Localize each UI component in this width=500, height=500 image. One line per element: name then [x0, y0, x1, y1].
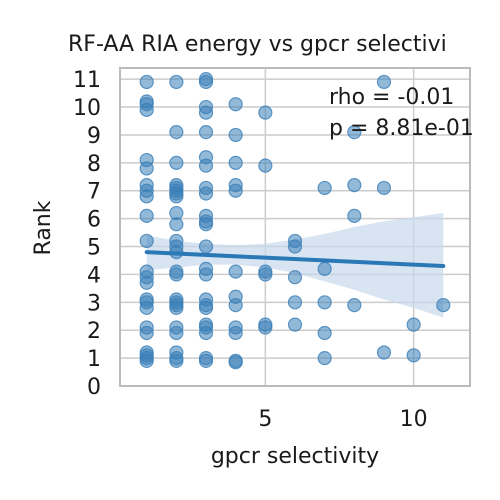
scatter-point: [139, 353, 154, 368]
scatter-point: [287, 239, 303, 254]
scatter-point: [198, 325, 214, 341]
regression-line: [144, 250, 446, 269]
scatter-point: [169, 155, 184, 170]
scatter-point: [228, 298, 243, 313]
scatter-point: [139, 208, 154, 223]
scatter-point: [376, 180, 392, 196]
scatter-point: [347, 178, 362, 193]
scatter-point: [287, 295, 303, 310]
y-tick-label: 8: [87, 152, 101, 177]
scatter-point: [198, 239, 214, 254]
p-value-annotation: p = 8.81e-01: [329, 116, 474, 141]
scatter-point: [376, 74, 392, 90]
scatter-point: [139, 300, 154, 315]
scatter-point: [198, 74, 214, 90]
scatter-point: [228, 325, 243, 341]
scatter-point: [287, 317, 303, 332]
scatter-point: [228, 183, 243, 198]
scatter-point: [258, 267, 273, 282]
scatter-point: [169, 353, 184, 368]
scatter-point: [317, 261, 332, 276]
scatter-point: [198, 217, 214, 232]
scatter-point: [376, 345, 392, 360]
scatter-point: [139, 233, 154, 249]
scatter-point: [139, 275, 154, 290]
scatter-point: [258, 158, 273, 173]
scatter-point: [228, 155, 243, 170]
confidence-band: [146, 213, 444, 318]
y-axis-label: Rank: [31, 200, 56, 255]
y-tick-label: 5: [87, 236, 101, 261]
chart-title: RF-AA RIA energy vs gpcr selectivi: [68, 32, 447, 57]
scatter-point: [198, 105, 214, 120]
y-tick-label: 4: [87, 263, 101, 288]
scatter-point: [198, 300, 214, 315]
scatter-point: [436, 298, 451, 313]
scatter-point: [198, 353, 214, 368]
scatter-point: [317, 180, 332, 196]
scatter-point: [198, 158, 214, 173]
scatter-point: [139, 102, 154, 117]
y-tick-label: 6: [87, 208, 101, 233]
y-tick-label: 9: [87, 124, 101, 149]
scatter-point: [198, 186, 214, 201]
scatter-point: [406, 348, 421, 363]
scatter-point: [317, 325, 332, 341]
scatter-point: [169, 325, 184, 341]
y-tick-label: 10: [73, 96, 101, 121]
scatter-point: [139, 161, 154, 176]
scatter-point: [258, 320, 273, 335]
confidence-band-layer: [146, 213, 444, 318]
scatter-point: [287, 270, 303, 285]
regression-line-layer: [144, 250, 446, 269]
scatter-point: [228, 127, 243, 143]
scatter-points-layer: [139, 72, 451, 370]
scatter-point: [228, 355, 243, 370]
x-tick-label: 10: [400, 407, 428, 432]
plot-frame: [119, 67, 471, 387]
rho-annotation: rho = -0.01: [329, 85, 454, 110]
scatter-point: [347, 298, 362, 313]
scatter-point: [169, 74, 184, 90]
scatter-point: [198, 267, 214, 282]
scatter-point: [169, 300, 184, 315]
scatter-point: [406, 317, 421, 332]
y-tick-label: 3: [87, 291, 101, 316]
scatter-point: [347, 208, 362, 223]
scatter-point: [169, 125, 184, 140]
scatter-point: [347, 125, 362, 140]
x-axis-label: gpcr selectivity: [211, 444, 379, 469]
scatter-point: [228, 97, 243, 112]
scatter-point: [139, 74, 154, 90]
scatter-point: [317, 351, 332, 366]
scatter-point: [198, 125, 214, 140]
y-tick-label: 0: [87, 375, 101, 400]
y-tick-label: 2: [87, 319, 101, 344]
scatter-point: [139, 325, 154, 341]
scatter-point: [317, 295, 332, 310]
scatter-point: [169, 217, 184, 232]
y-tick-label: 7: [87, 180, 101, 205]
x-tick-label: 5: [258, 407, 272, 432]
y-tick-label: 11: [73, 68, 101, 93]
scatter-point: [169, 267, 184, 282]
scatter-point: [228, 264, 243, 279]
scatter-point: [139, 189, 154, 204]
scatter-point: [169, 189, 184, 204]
y-tick-label: 1: [87, 347, 101, 372]
scatter-point: [258, 105, 273, 120]
